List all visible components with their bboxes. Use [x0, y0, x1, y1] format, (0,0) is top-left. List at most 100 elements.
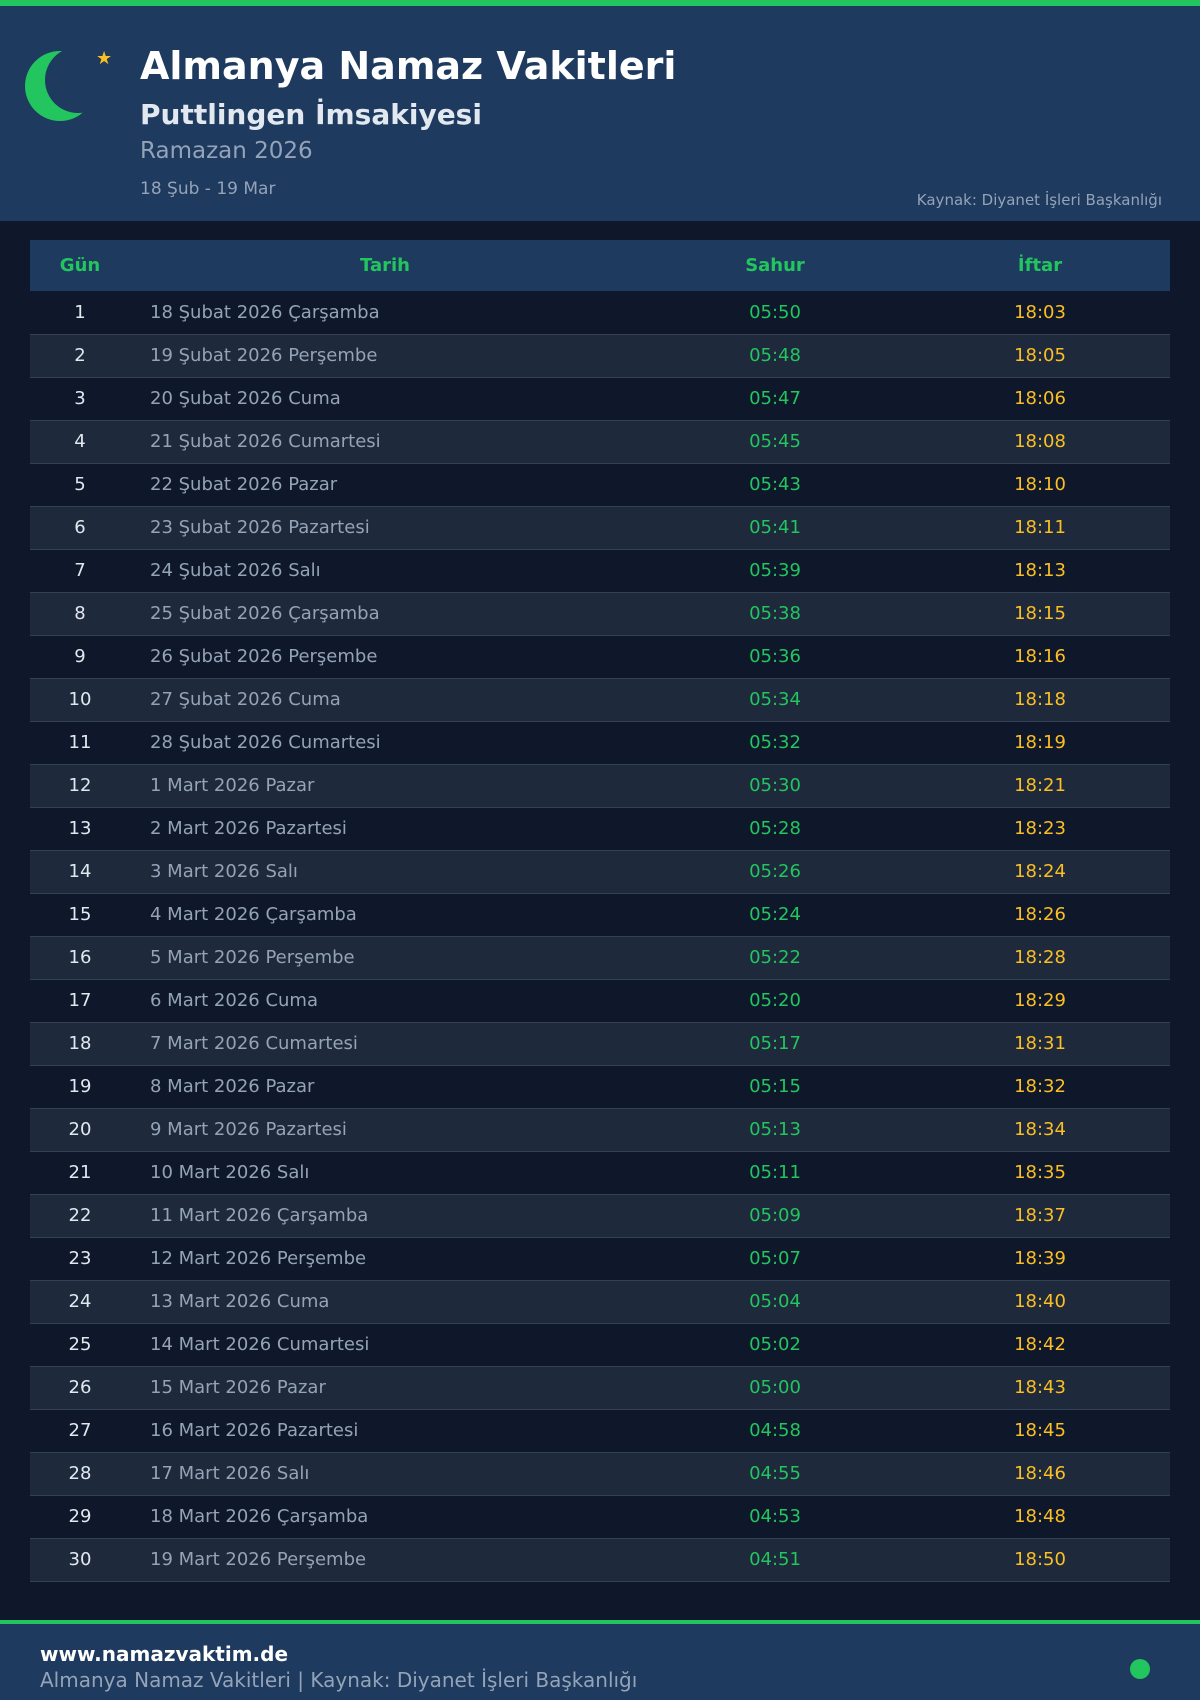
day-cell: 16	[68, 947, 92, 968]
imsakiye-table: Gün Tarih Sahur İftar 1 18 Şubat 2026 Çar…	[30, 240, 1170, 1582]
iftar-cell: 18:23	[1014, 818, 1066, 839]
day-cell: 6	[74, 517, 86, 538]
iftar-cell: 18:10	[1014, 474, 1066, 495]
day-cell: 22	[68, 1205, 92, 1226]
sahur-cell: 05:45	[749, 431, 801, 452]
date-cell: 19 Mart 2026 Perşembe	[150, 1549, 367, 1570]
day-cell: 8	[74, 603, 86, 624]
date-cell: 16 Mart 2026 Pazartesi	[150, 1420, 359, 1441]
day-cell: 2	[74, 345, 86, 366]
day-cell: 7	[74, 560, 86, 581]
sahur-cell: 05:07	[749, 1248, 801, 1269]
header-iftar: İftar	[1017, 255, 1063, 276]
date-cell: 25 Şubat 2026 Çarşamba	[150, 603, 380, 624]
date-cell: 18 Şubat 2026 Çarşamba	[150, 301, 380, 323]
iftar-cell: 18:28	[1014, 947, 1066, 968]
day-cell: 24	[68, 1291, 92, 1312]
sahur-cell: 05:20	[749, 990, 801, 1011]
table-row: 22 11 Mart 2026 Çarşamba 05:09 18:37	[30, 1194, 1170, 1237]
day-cell: 3	[74, 388, 86, 409]
table-row: 4 21 Şubat 2026 Cumartesi 05:45 18:08	[30, 420, 1170, 463]
iftar-cell: 18:06	[1014, 388, 1066, 409]
table-row: 17 6 Mart 2026 Cuma 05:20 18:29	[30, 979, 1170, 1022]
table-row: 12 1 Mart 2026 Pazar 05:30 18:21	[30, 764, 1170, 807]
date-cell: 24 Şubat 2026 Salı	[150, 560, 321, 581]
table-row: 18 7 Mart 2026 Cumartesi 05:17 18:31	[30, 1022, 1170, 1065]
table-row: 13 2 Mart 2026 Pazartesi 05:28 18:23	[30, 807, 1170, 850]
sahur-cell: 05:38	[749, 603, 801, 624]
sahur-cell: 04:53	[749, 1506, 801, 1527]
date-cell: 13 Mart 2026 Cuma	[150, 1291, 330, 1312]
day-cell: 29	[68, 1506, 92, 1527]
sahur-cell: 05:00	[749, 1377, 801, 1398]
iftar-cell: 18:05	[1014, 345, 1066, 366]
table-row: 2 19 Şubat 2026 Perşembe 05:48 18:05	[30, 334, 1170, 377]
date-cell: 17 Mart 2026 Salı	[150, 1463, 310, 1484]
day-cell: 26	[68, 1377, 92, 1398]
sahur-cell: 05:48	[749, 345, 801, 366]
date-range: 18 Şub - 19 Mar	[140, 179, 276, 199]
website-link[interactable]: www.namazvaktim.de	[40, 1642, 289, 1666]
sahur-cell: 05:02	[749, 1334, 801, 1355]
city-subtitle: Puttlingen İmsakiyesi	[140, 98, 482, 131]
date-cell: 5 Mart 2026 Perşembe	[150, 947, 355, 968]
iftar-cell: 18:24	[1014, 861, 1066, 882]
day-cell: 9	[74, 646, 86, 667]
table-row: 10 27 Şubat 2026 Cuma 05:34 18:18	[30, 678, 1170, 721]
source-note: Kaynak: Diyanet İşleri Başkanlığı	[916, 191, 1162, 209]
header-sahur: Sahur	[745, 255, 805, 276]
iftar-cell: 18:08	[1014, 431, 1066, 452]
date-cell: 4 Mart 2026 Çarşamba	[150, 904, 357, 925]
star-icon: ★	[96, 48, 113, 69]
day-cell: 19	[68, 1076, 92, 1097]
sahur-cell: 05:50	[749, 301, 801, 323]
table-row: 28 17 Mart 2026 Salı 04:55 18:46	[30, 1452, 1170, 1495]
date-cell: 20 Şubat 2026 Cuma	[150, 388, 341, 409]
sahur-cell: 05:17	[749, 1033, 801, 1054]
iftar-cell: 18:11	[1014, 517, 1066, 538]
date-cell: 28 Şubat 2026 Cumartesi	[150, 732, 381, 753]
iftar-cell: 18:39	[1014, 1248, 1066, 1269]
table-row: 21 10 Mart 2026 Salı 05:11 18:35	[30, 1151, 1170, 1194]
iftar-cell: 18:21	[1014, 775, 1066, 796]
iftar-cell: 18:37	[1014, 1205, 1066, 1226]
table-row: 19 8 Mart 2026 Pazar 05:15 18:32	[30, 1065, 1170, 1108]
sahur-cell: 05:13	[749, 1119, 801, 1140]
sahur-cell: 05:41	[749, 517, 801, 538]
iftar-cell: 18:40	[1014, 1291, 1066, 1312]
iftar-cell: 18:42	[1014, 1334, 1066, 1355]
crescent-moon-icon	[25, 47, 111, 121]
iftar-cell: 18:19	[1014, 732, 1066, 753]
date-cell: 2 Mart 2026 Pazartesi	[150, 818, 347, 839]
day-cell: 14	[68, 861, 92, 882]
iftar-cell: 18:18	[1014, 689, 1066, 710]
day-cell: 17	[68, 990, 92, 1011]
sahur-cell: 04:55	[749, 1463, 801, 1484]
iftar-cell: 18:34	[1014, 1119, 1066, 1140]
day-cell: 25	[68, 1334, 92, 1355]
table-row: 8 25 Şubat 2026 Çarşamba 05:38 18:15	[30, 592, 1170, 635]
iftar-cell: 18:31	[1014, 1033, 1066, 1054]
table-header-row: Gün Tarih Sahur İftar	[30, 240, 1170, 291]
table-row: 24 13 Mart 2026 Cuma 05:04 18:40	[30, 1280, 1170, 1323]
date-cell: 15 Mart 2026 Pazar	[150, 1377, 326, 1398]
iftar-cell: 18:32	[1014, 1076, 1066, 1097]
iftar-cell: 18:48	[1014, 1506, 1066, 1527]
sahur-cell: 05:34	[749, 689, 801, 710]
date-cell: 26 Şubat 2026 Perşembe	[150, 646, 378, 667]
day-cell: 27	[68, 1420, 92, 1441]
day-cell: 10	[68, 689, 92, 710]
day-cell: 21	[68, 1162, 92, 1183]
table-row: 7 24 Şubat 2026 Salı 05:39 18:13	[30, 549, 1170, 592]
top-accent-bar	[0, 0, 1200, 6]
day-cell: 1	[74, 301, 86, 323]
date-cell: 8 Mart 2026 Pazar	[150, 1076, 315, 1097]
day-cell: 13	[68, 818, 92, 839]
page-title: Almanya Namaz Vakitleri	[140, 44, 677, 88]
page-header: ★ Almanya Namaz Vakitleri Puttlingen İms…	[0, 6, 1200, 221]
table-row: 20 9 Mart 2026 Pazartesi 05:13 18:34	[30, 1108, 1170, 1151]
day-cell: 12	[68, 775, 92, 796]
table-row: 11 28 Şubat 2026 Cumartesi 05:32 18:19	[30, 721, 1170, 764]
iftar-cell: 18:50	[1014, 1549, 1066, 1570]
table-row: 14 3 Mart 2026 Salı 05:26 18:24	[30, 850, 1170, 893]
